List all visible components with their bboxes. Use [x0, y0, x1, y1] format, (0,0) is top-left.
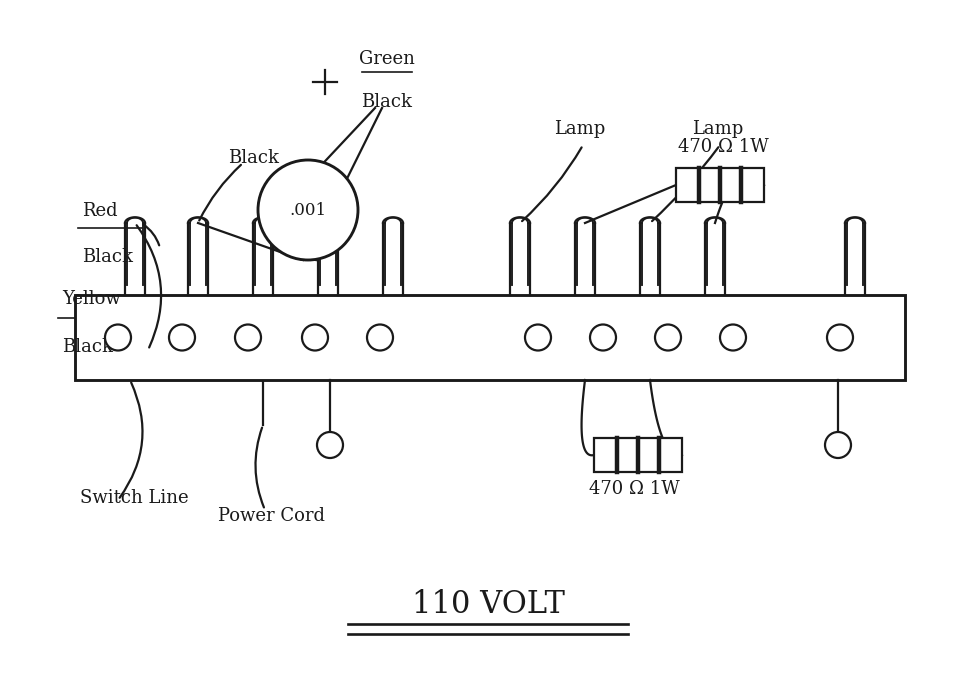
Text: Lamp: Lamp: [692, 120, 744, 138]
Circle shape: [655, 325, 681, 350]
Text: 470 Ω 1W: 470 Ω 1W: [589, 480, 679, 498]
Text: 470 Ω 1W: 470 Ω 1W: [678, 138, 769, 156]
Bar: [75, 295, 905, 380]
Text: Yellow: Yellow: [62, 290, 121, 308]
Circle shape: [367, 325, 393, 350]
Text: Black: Black: [82, 248, 133, 266]
Circle shape: [302, 325, 328, 350]
Text: Black: Black: [361, 93, 413, 111]
Text: Lamp: Lamp: [554, 120, 606, 138]
Circle shape: [590, 325, 616, 350]
Circle shape: [317, 432, 343, 458]
Circle shape: [235, 325, 261, 350]
Text: Black: Black: [228, 149, 279, 167]
Text: Switch Line: Switch Line: [80, 489, 188, 507]
Text: .001: .001: [290, 202, 327, 219]
Text: Red: Red: [82, 202, 118, 220]
Bar: [594, 438, 682, 472]
Circle shape: [258, 160, 358, 260]
Bar: [676, 168, 764, 202]
Text: Power Cord: Power Cord: [218, 507, 325, 525]
Circle shape: [105, 325, 131, 350]
Circle shape: [525, 325, 551, 350]
Text: Black: Black: [62, 338, 113, 356]
Circle shape: [825, 432, 851, 458]
Text: Green: Green: [359, 50, 415, 68]
Text: 110 VOLT: 110 VOLT: [412, 589, 564, 620]
Circle shape: [827, 325, 853, 350]
Circle shape: [169, 325, 195, 350]
Circle shape: [720, 325, 746, 350]
